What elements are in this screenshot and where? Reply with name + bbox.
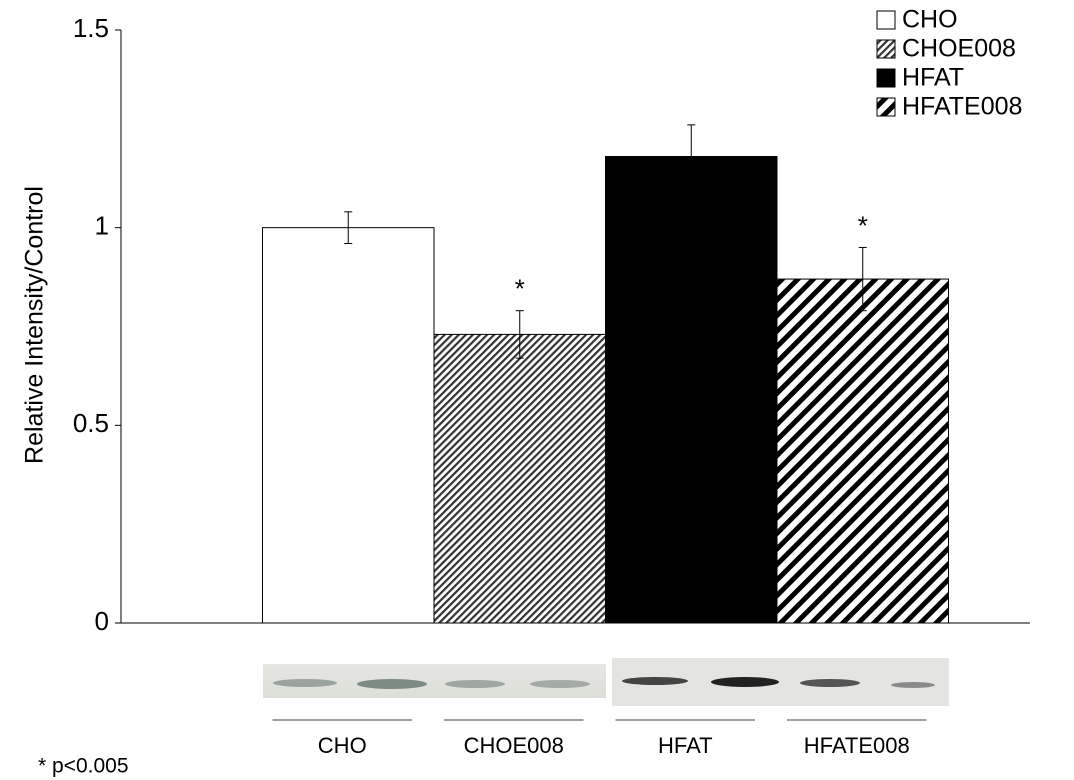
significance-mark: *	[515, 274, 525, 304]
footnote: * p<0.005	[38, 755, 129, 778]
legend-label: HFAT	[902, 64, 964, 92]
legend-label: HFATE008	[902, 93, 1022, 121]
y-tick-label: 0.5	[73, 408, 109, 438]
y-tick-label: 1	[95, 211, 109, 241]
legend-swatch	[876, 97, 896, 117]
legend-swatch	[876, 39, 896, 59]
legend-swatch	[876, 10, 896, 30]
bar	[776, 278, 949, 624]
blot-image	[263, 658, 949, 706]
y-axis-label: Relative Intensity/Control	[21, 186, 49, 464]
x-tick-label: CHOE008	[464, 733, 564, 758]
bar	[262, 227, 435, 624]
legend-label: CHO	[902, 6, 958, 34]
bar	[433, 333, 606, 624]
legend-swatch	[876, 68, 896, 88]
y-tick-label: 0	[95, 606, 109, 636]
y-tick-label: 1.5	[73, 13, 109, 43]
x-tick-label: HFATE008	[804, 733, 910, 758]
bar	[605, 156, 778, 624]
x-tick-label: HFAT	[658, 733, 713, 758]
x-tick-label: CHO	[318, 733, 367, 758]
significance-mark: *	[858, 210, 868, 240]
legend-label: CHOE008	[902, 35, 1016, 63]
